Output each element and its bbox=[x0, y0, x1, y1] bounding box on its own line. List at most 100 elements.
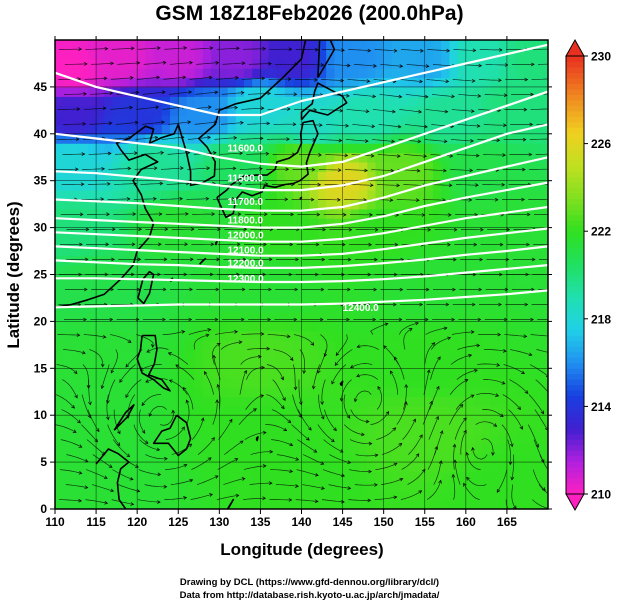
streamline-arrow bbox=[104, 46, 109, 51]
field-cell bbox=[301, 199, 311, 210]
field-cell bbox=[211, 330, 220, 341]
field-cell bbox=[441, 255, 450, 266]
field-cell bbox=[260, 358, 270, 369]
streamline bbox=[217, 458, 238, 470]
field-cell bbox=[63, 218, 73, 229]
colorbar-segment bbox=[566, 351, 584, 358]
field-cell bbox=[391, 96, 401, 107]
streamline-arrow bbox=[126, 453, 131, 458]
streamline bbox=[301, 64, 324, 66]
field-cell bbox=[383, 358, 393, 369]
field-cell bbox=[391, 443, 401, 454]
contour-line bbox=[55, 205, 548, 243]
streamline bbox=[374, 49, 397, 52]
field-cell bbox=[87, 208, 97, 219]
field-cell bbox=[63, 143, 73, 154]
field-cell bbox=[391, 152, 401, 163]
contour-line bbox=[55, 289, 548, 309]
streamline-arrow bbox=[105, 242, 110, 247]
field-cell bbox=[186, 415, 196, 426]
field-cell bbox=[367, 368, 377, 379]
field-cell bbox=[416, 302, 426, 313]
streamline-arrow bbox=[110, 488, 115, 493]
field-cell bbox=[79, 115, 89, 126]
field-cell bbox=[474, 312, 483, 322]
field-cell bbox=[490, 152, 500, 163]
field-cell bbox=[498, 190, 508, 201]
streamline-arrow bbox=[314, 473, 319, 477]
field-cell bbox=[71, 433, 81, 444]
field-cell bbox=[506, 387, 516, 398]
field-cell bbox=[383, 490, 393, 501]
coastline bbox=[95, 448, 130, 509]
field-cell bbox=[400, 340, 409, 351]
field-cell bbox=[87, 274, 97, 285]
field-cell bbox=[317, 190, 327, 201]
field-cell bbox=[186, 161, 196, 172]
field-cell bbox=[260, 293, 270, 304]
streamline bbox=[432, 94, 455, 97]
streamline-arrow bbox=[321, 257, 326, 262]
streamline-arrow bbox=[239, 151, 244, 156]
field-cell bbox=[350, 246, 360, 257]
field-cell bbox=[63, 387, 73, 398]
streamline-arrow bbox=[496, 363, 501, 367]
field-cell bbox=[285, 405, 294, 416]
field-cell bbox=[326, 190, 335, 201]
field-cell bbox=[128, 387, 138, 398]
field-cell bbox=[449, 340, 459, 351]
field-cell bbox=[400, 143, 409, 154]
field-cell bbox=[334, 405, 344, 416]
streamline bbox=[85, 499, 108, 504]
field-cell bbox=[474, 424, 483, 435]
field-cell bbox=[334, 58, 344, 69]
streamline bbox=[239, 370, 247, 395]
field-cell bbox=[186, 424, 196, 435]
streamline-arrow bbox=[86, 385, 91, 389]
colorbar-segment bbox=[566, 121, 584, 128]
streamline bbox=[171, 443, 192, 455]
field-cell bbox=[145, 49, 155, 60]
field-cell bbox=[276, 105, 286, 116]
field-cell bbox=[293, 133, 303, 144]
field-cell bbox=[490, 368, 500, 379]
field-cell bbox=[416, 433, 426, 444]
field-cell bbox=[457, 199, 467, 210]
field-cell bbox=[539, 105, 548, 116]
field-cell bbox=[506, 199, 516, 210]
streamline bbox=[472, 447, 488, 460]
streamline bbox=[532, 499, 548, 509]
streamline bbox=[322, 469, 345, 477]
field-cell bbox=[243, 340, 253, 351]
field-cell bbox=[194, 49, 204, 60]
colorbar-segment bbox=[566, 231, 584, 238]
field-cell bbox=[178, 124, 188, 135]
field-cell bbox=[120, 199, 130, 210]
field-cell bbox=[186, 143, 196, 154]
field-cell bbox=[186, 124, 196, 135]
field-cell bbox=[441, 115, 450, 126]
field-cell bbox=[227, 68, 237, 79]
streamline-arrow bbox=[206, 166, 211, 171]
streamline-arrow bbox=[94, 438, 98, 443]
field-cell bbox=[112, 227, 122, 238]
streamline-arrow bbox=[125, 363, 130, 368]
streamline-arrow bbox=[310, 197, 315, 202]
field-cell bbox=[178, 330, 188, 341]
streamline-arrow bbox=[158, 212, 163, 216]
field-cell bbox=[334, 199, 344, 210]
field-cell bbox=[260, 115, 270, 126]
streamline bbox=[398, 139, 421, 142]
streamline-arrow bbox=[475, 153, 480, 158]
streamline-arrow bbox=[261, 76, 266, 81]
field-cell bbox=[482, 208, 492, 219]
field-cell bbox=[391, 246, 401, 257]
field-cell bbox=[416, 471, 426, 482]
field-cell bbox=[260, 161, 270, 172]
field-cell bbox=[531, 105, 541, 116]
field-cell bbox=[235, 236, 245, 247]
field-cell bbox=[465, 321, 475, 332]
field-cell bbox=[71, 133, 81, 144]
field-cell bbox=[408, 124, 418, 135]
streamline bbox=[426, 480, 442, 500]
